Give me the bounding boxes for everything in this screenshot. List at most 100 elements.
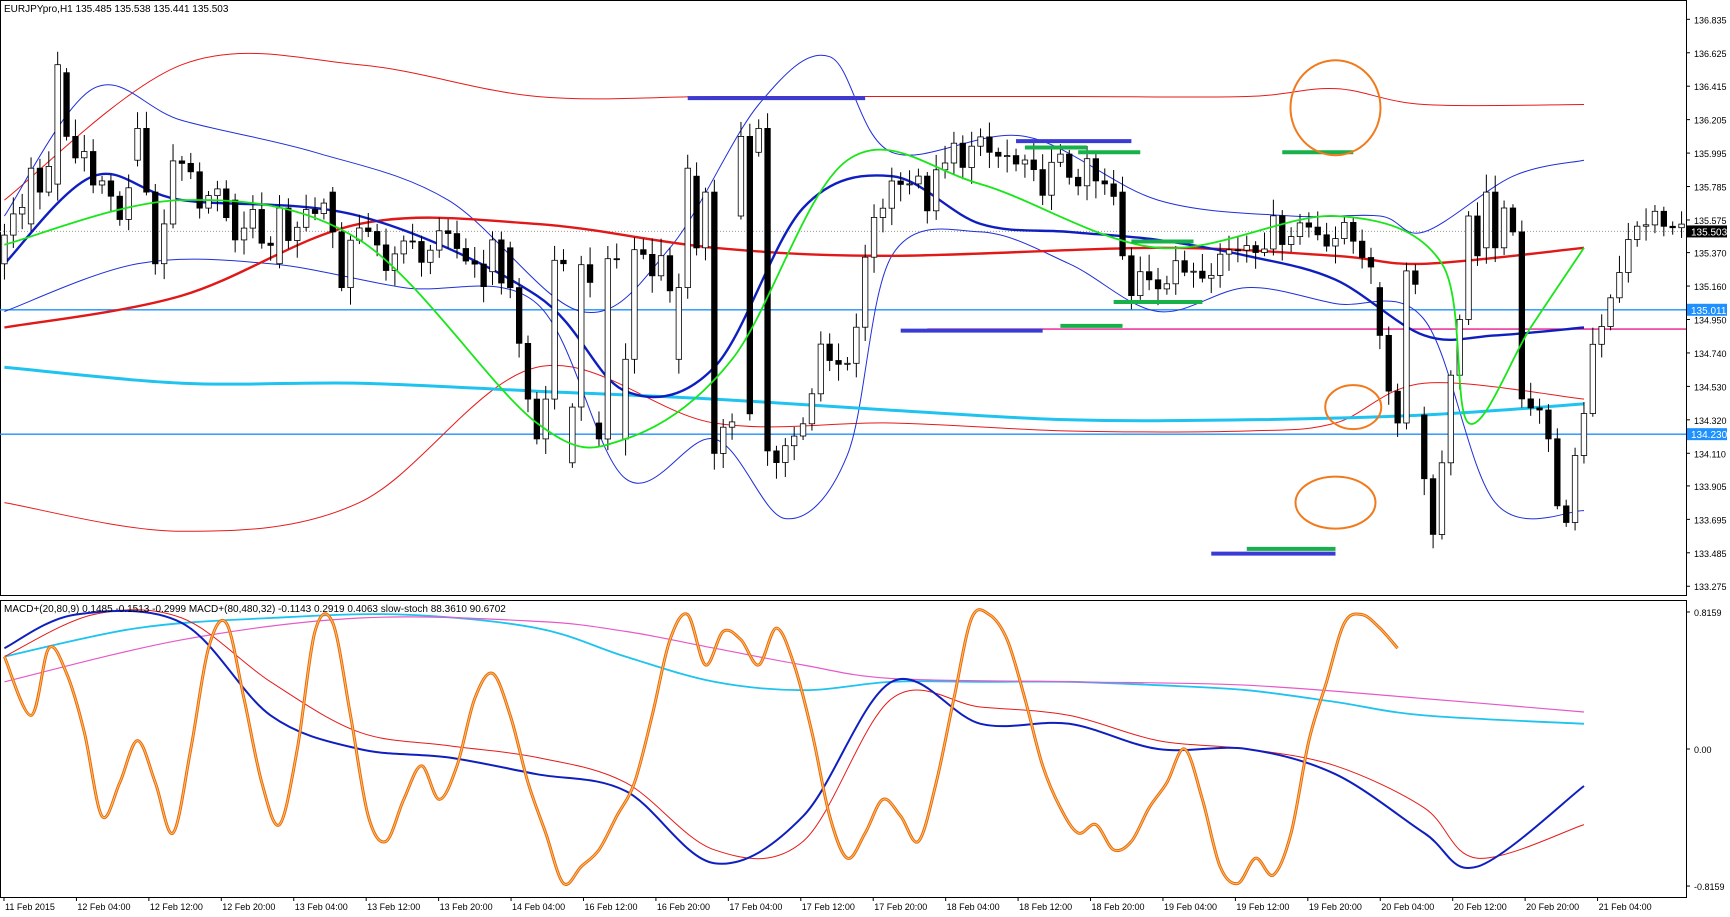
- candle-bull: [125, 187, 132, 220]
- candle-bear: [1146, 271, 1153, 281]
- time-axis-label: 13 Feb 20:00: [440, 902, 493, 912]
- candle-bull: [906, 183, 913, 186]
- candle: [1199, 253, 1206, 283]
- candle-bull: [1625, 239, 1632, 273]
- candle-bull: [54, 64, 61, 185]
- time-axis-label: 19 Feb 20:00: [1309, 902, 1362, 912]
- candle-bull: [702, 191, 709, 249]
- candle: [143, 111, 150, 196]
- candle-bear: [1066, 153, 1073, 178]
- candle: [746, 123, 753, 421]
- candle: [231, 193, 239, 253]
- candle: [1474, 202, 1481, 266]
- candle: [560, 249, 567, 272]
- candle-bull: [1403, 270, 1410, 424]
- candle: [1359, 229, 1366, 269]
- candle: [107, 174, 115, 212]
- candle-bear: [560, 259, 567, 265]
- candle: [1332, 226, 1339, 264]
- candle-bull: [1, 234, 8, 265]
- price-axis-label: 133.485: [1694, 549, 1727, 559]
- candle: [240, 211, 248, 255]
- candle: [1589, 327, 1596, 417]
- candle: [1651, 205, 1659, 234]
- candle: [320, 198, 328, 220]
- candle-bear: [1385, 334, 1392, 392]
- candle: [1669, 221, 1676, 235]
- candle-bear: [90, 151, 97, 186]
- candle-bull: [1465, 215, 1472, 320]
- candle-bear: [1367, 257, 1375, 268]
- candle-bull: [320, 202, 328, 214]
- candle: [98, 176, 106, 194]
- candle-bear: [1660, 210, 1667, 227]
- price-axis-label: 135.995: [1694, 149, 1727, 159]
- candle: [400, 235, 407, 264]
- candlesticks: [1, 51, 1685, 549]
- candle-bear: [995, 151, 1002, 157]
- candle-bull: [941, 162, 949, 171]
- candle: [1438, 450, 1446, 540]
- candle: [329, 187, 336, 249]
- candle-bull: [1270, 215, 1277, 250]
- candle-bear: [409, 240, 416, 243]
- candle: [1137, 256, 1144, 300]
- candle: [1208, 263, 1215, 294]
- candle: [507, 241, 514, 299]
- candle: [1403, 262, 1410, 430]
- candle-bear: [1429, 478, 1437, 535]
- candle-bear: [1181, 260, 1188, 273]
- candle-bull: [569, 406, 576, 464]
- candle-bear: [1509, 207, 1517, 233]
- candle-bear: [178, 160, 186, 164]
- candle: [1190, 262, 1197, 288]
- candle-bull: [933, 169, 940, 212]
- candle-bull: [888, 180, 895, 209]
- candle-bear: [613, 258, 620, 261]
- candle: [862, 244, 869, 341]
- candle-bull: [98, 180, 106, 186]
- candle-bear: [471, 260, 478, 265]
- candle: [835, 343, 842, 381]
- candle-bear: [1119, 191, 1126, 257]
- candle-bull: [249, 209, 257, 229]
- candle: [782, 438, 789, 478]
- candle-bull: [1642, 224, 1650, 227]
- candle-bear: [897, 180, 904, 185]
- candle-bull: [1598, 326, 1605, 345]
- price-axis-label: 133.275: [1694, 582, 1727, 592]
- candle-bull: [870, 216, 878, 258]
- candle: [640, 238, 647, 260]
- candle: [1616, 255, 1623, 303]
- candle: [196, 162, 203, 219]
- candle: [1429, 474, 1437, 549]
- indicator-layer: [3, 608, 1585, 887]
- candle: [1545, 404, 1552, 452]
- candle: [489, 231, 496, 286]
- candle-bull: [950, 142, 958, 164]
- candle: [267, 236, 274, 261]
- candle: [1110, 169, 1117, 206]
- candle-bear: [711, 191, 718, 454]
- candle: [631, 237, 638, 374]
- candle-bull: [1438, 462, 1446, 535]
- candle: [924, 172, 931, 224]
- candle: [1598, 314, 1605, 358]
- candle: [773, 445, 780, 479]
- candle: [968, 131, 975, 184]
- candle: [391, 246, 399, 286]
- candle: [125, 174, 132, 231]
- candle: [1172, 246, 1179, 295]
- candle: [418, 235, 425, 277]
- candle-bear: [1128, 255, 1135, 297]
- candle-bear: [1154, 279, 1162, 290]
- candle: [436, 217, 443, 258]
- candle-bear: [373, 231, 381, 246]
- candle: [1288, 227, 1295, 253]
- candle: [160, 209, 168, 280]
- candle: [444, 219, 452, 249]
- price-axis-label: 135.160: [1694, 282, 1727, 292]
- candle: [1075, 168, 1082, 196]
- time-axis-label: 16 Feb 20:00: [657, 902, 710, 912]
- candle: [10, 197, 17, 248]
